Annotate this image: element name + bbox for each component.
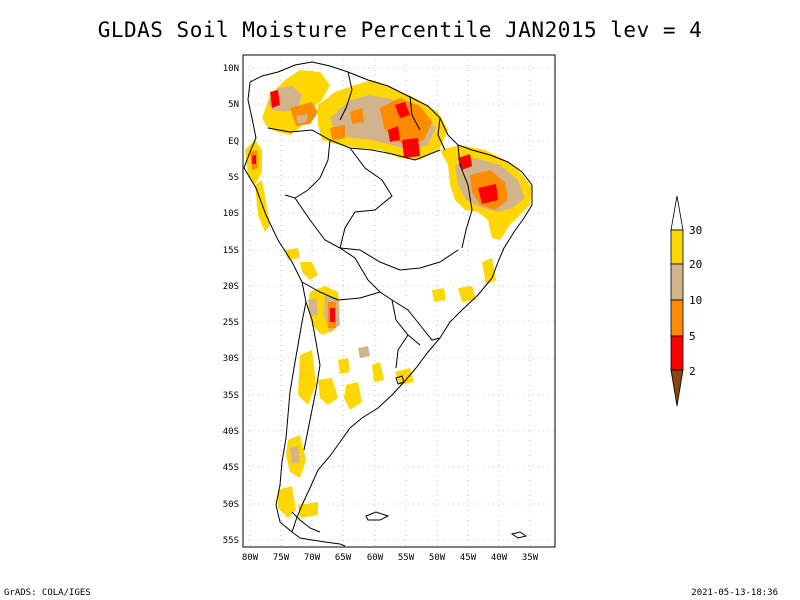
legend-label: 20 bbox=[689, 258, 702, 271]
legend-swatch-5-10 bbox=[670, 299, 684, 337]
lat-label: 5N bbox=[228, 100, 239, 110]
lat-tick-labels: 10N 5N EQ 5S 10S 15S 20S 25S 30S 35S 40S… bbox=[223, 64, 239, 546]
legend-swatch-2-5 bbox=[670, 335, 684, 371]
legend-swatch-20-30 bbox=[670, 229, 684, 265]
lon-label: 70W bbox=[304, 553, 321, 563]
lon-label: 40W bbox=[491, 553, 508, 563]
lat-label: 55S bbox=[223, 536, 239, 546]
lat-label: EQ bbox=[228, 137, 239, 147]
legend-swatch-10-20 bbox=[670, 263, 684, 301]
lon-label: 55W bbox=[398, 553, 415, 563]
lat-label: 10N bbox=[223, 64, 239, 74]
legend-swatch-above-30 bbox=[670, 195, 684, 231]
lat-label: 25S bbox=[223, 318, 239, 328]
lon-label: 75W bbox=[273, 553, 290, 563]
lat-label: 30S bbox=[223, 354, 239, 364]
legend-label: 10 bbox=[689, 294, 702, 307]
lon-label: 35W bbox=[522, 553, 539, 563]
lat-label: 15S bbox=[223, 246, 239, 256]
lon-label: 60W bbox=[367, 553, 384, 563]
lat-label: 20S bbox=[223, 282, 239, 292]
lat-label: 45S bbox=[223, 463, 239, 473]
percentile-shading bbox=[245, 70, 532, 518]
legend-swatch-below-2 bbox=[670, 369, 684, 407]
legend-label: 30 bbox=[689, 224, 702, 237]
footer-grads-credit: GrADS: COLA/IGES bbox=[4, 588, 91, 598]
footer-timestamp: 2021-05-13-18:36 bbox=[691, 588, 778, 598]
lon-tick-labels: 80W 75W 70W 65W 60W 55W 50W 45W 40W 35W bbox=[242, 553, 539, 563]
legend-label: 5 bbox=[689, 330, 696, 343]
lat-label: 5S bbox=[228, 173, 239, 183]
chart-title: GLDAS Soil Moisture Percentile JAN2015 l… bbox=[97, 18, 703, 42]
lon-label: 50W bbox=[429, 553, 446, 563]
lon-label: 80W bbox=[242, 553, 259, 563]
lat-label: 50S bbox=[223, 500, 239, 510]
legend-label: 2 bbox=[689, 365, 696, 378]
lat-label: 35S bbox=[223, 391, 239, 401]
lon-label: 65W bbox=[335, 553, 352, 563]
lat-label: 40S bbox=[223, 427, 239, 437]
coastline-and-borders bbox=[243, 61, 533, 547]
color-legend: 30 20 10 5 2 bbox=[670, 195, 702, 407]
lon-label: 45W bbox=[460, 553, 477, 563]
lat-label: 10S bbox=[223, 209, 239, 219]
